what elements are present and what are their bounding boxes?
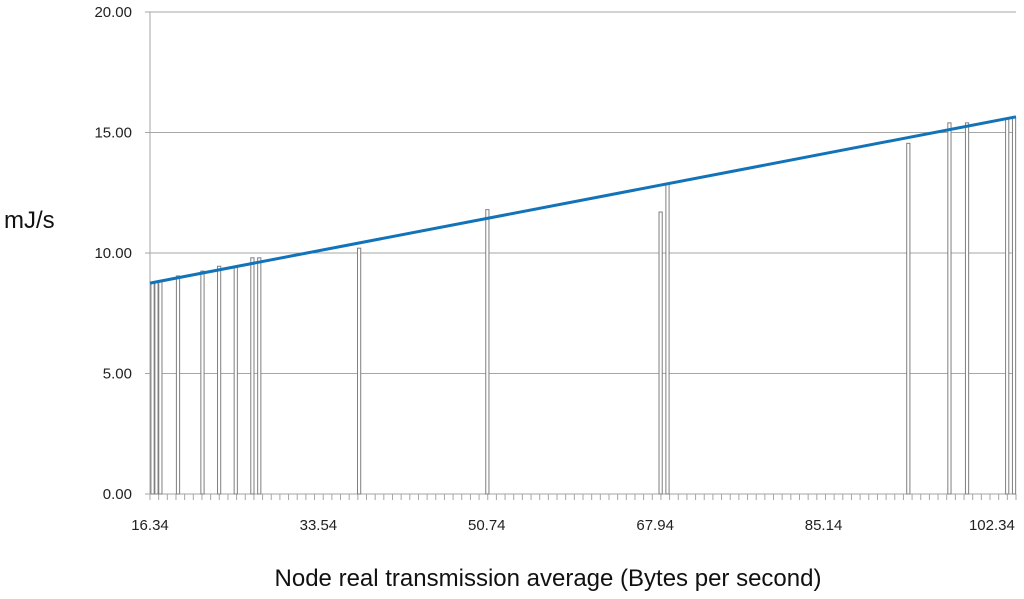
- y-tick-label: 10.00: [94, 245, 132, 262]
- bar: [233, 265, 238, 495]
- gridlines: [150, 11, 1016, 374]
- x-tick-label: 85.14: [805, 517, 843, 534]
- bar: [154, 281, 159, 495]
- bar: [250, 257, 255, 495]
- bar: [485, 209, 490, 495]
- bar: [175, 275, 181, 495]
- x-axis-label: Node real transmission average (Bytes pe…: [275, 565, 822, 592]
- bar: [217, 265, 222, 495]
- x-tick-label: 67.94: [636, 517, 674, 534]
- x-tick-label: 16.34: [131, 517, 169, 534]
- bar: [658, 211, 663, 495]
- trendline-group: [149, 115, 1017, 285]
- bar: [964, 122, 970, 495]
- bar: [150, 282, 155, 495]
- bar: [1011, 117, 1017, 495]
- x-tick-label: 102.34: [969, 517, 1015, 534]
- bar: [357, 247, 362, 495]
- y-tick-label: 5.00: [103, 366, 132, 383]
- bar: [906, 142, 911, 495]
- bars: [150, 117, 1017, 495]
- bar: [947, 122, 952, 495]
- bar: [665, 182, 670, 495]
- x-tick-label: 50.74: [468, 517, 506, 534]
- bar: [200, 270, 205, 495]
- trendline: [149, 115, 1017, 285]
- y-axis-label: mJ/s: [4, 207, 55, 234]
- x-tick-labels: 16.34 33.54 50.74 67.94 85.14 102.34: [131, 517, 1015, 534]
- axes: [145, 11, 1017, 500]
- bar: [257, 257, 262, 495]
- x-tick-label: 33.54: [300, 517, 338, 534]
- y-tick-label: 20.00: [94, 4, 132, 21]
- y-tick-labels: 0.00 5.00 10.00 15.00 20.00: [94, 4, 132, 503]
- bar: [1005, 117, 1010, 495]
- y-tick-label: 0.00: [103, 486, 132, 503]
- y-tick-label: 15.00: [94, 125, 132, 142]
- bar: [158, 281, 163, 495]
